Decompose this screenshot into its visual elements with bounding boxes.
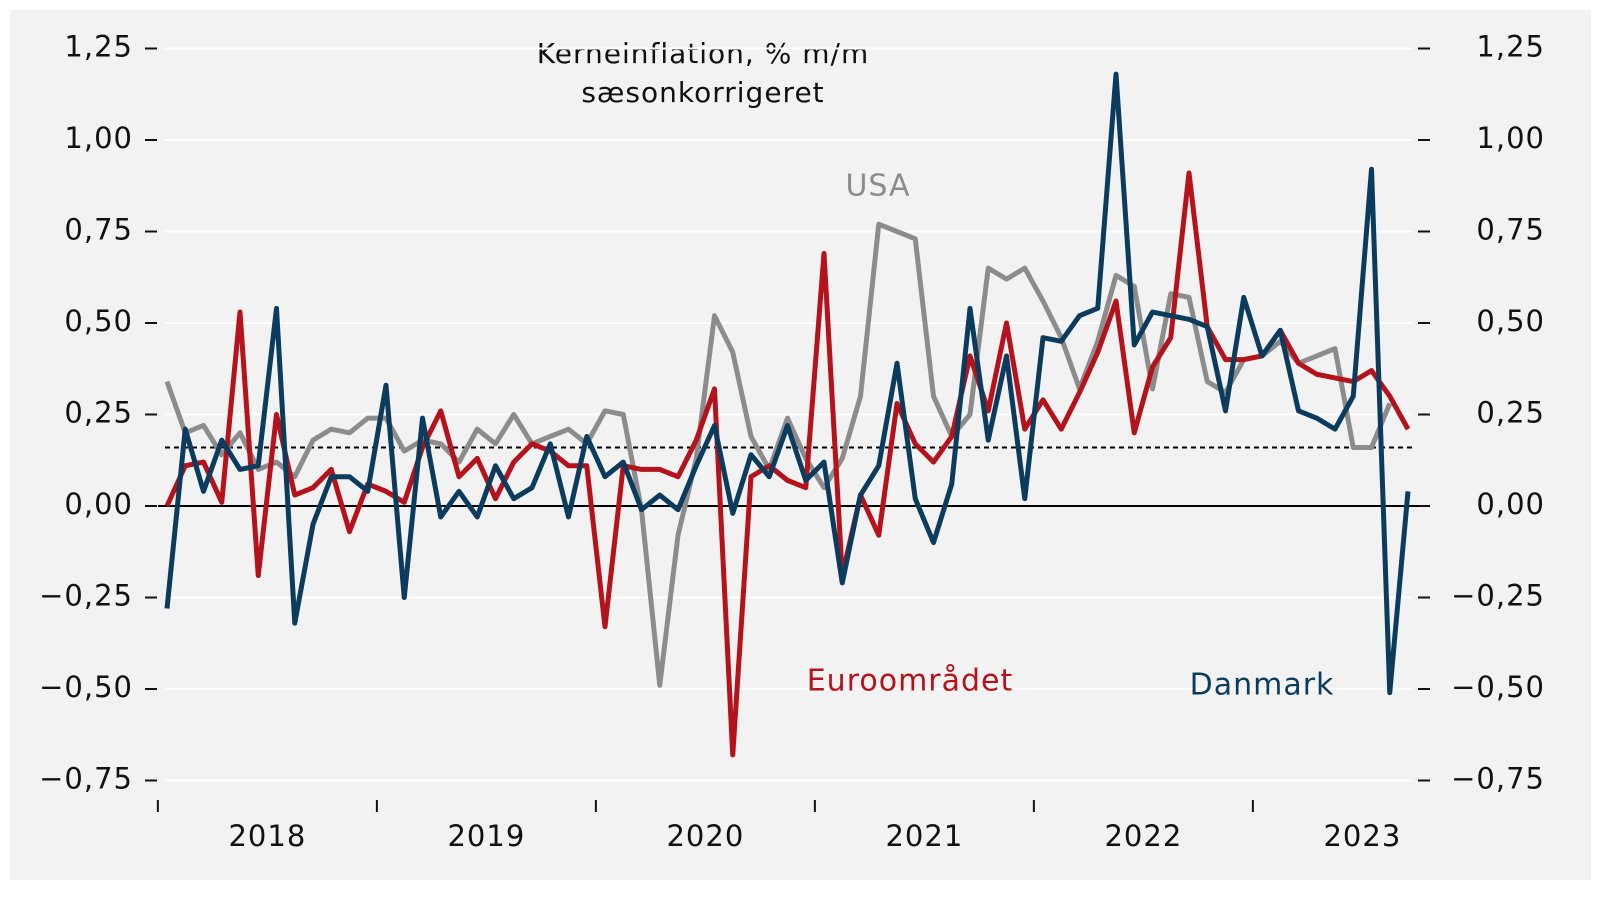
y2-tick-label: −0,50	[1451, 670, 1545, 704]
x-tick-label: 2019	[447, 819, 525, 853]
y-tick-label: 0,00	[64, 487, 133, 521]
y2-tick-label: 0,00	[1476, 487, 1545, 521]
y2-tick-label: 0,50	[1476, 304, 1545, 338]
y2-tick-label: 1,25	[1476, 30, 1545, 64]
x-tick-label: 2022	[1104, 819, 1182, 853]
x-tick-label: 2021	[885, 819, 963, 853]
y-tick-label: −0,25	[39, 579, 133, 613]
y-tick-label: 1,25	[64, 30, 133, 64]
series-label: USA	[845, 169, 910, 204]
x-tick-label: 2023	[1323, 819, 1401, 853]
series-label: Euroområdet	[807, 664, 1014, 699]
y2-tick-label: 0,25	[1476, 396, 1545, 430]
y2-tick-label: 1,00	[1476, 121, 1545, 155]
y2-tick-label: −0,75	[1451, 762, 1545, 796]
x-tick-label: 2020	[666, 819, 744, 853]
y2-tick-label: −0,25	[1451, 579, 1545, 613]
x-tick-label: 2018	[228, 819, 306, 853]
series-label: Danmark	[1190, 668, 1335, 703]
y-tick-label: 0,25	[64, 396, 133, 430]
y2-tick-label: 0,75	[1476, 213, 1545, 247]
chart-subtitle: sæsonkorrigeret	[581, 76, 824, 109]
y-tick-label: 0,75	[64, 213, 133, 247]
series-line	[164, 170, 1411, 758]
y-tick-label: 0,50	[64, 304, 133, 338]
y-tick-label: 1,00	[64, 121, 133, 155]
chart-title: Kerneinflation, % m/m	[537, 37, 869, 70]
y-tick-label: −0,50	[39, 670, 133, 704]
y-tick-label: −0,75	[39, 762, 133, 796]
series-line	[164, 71, 1411, 696]
